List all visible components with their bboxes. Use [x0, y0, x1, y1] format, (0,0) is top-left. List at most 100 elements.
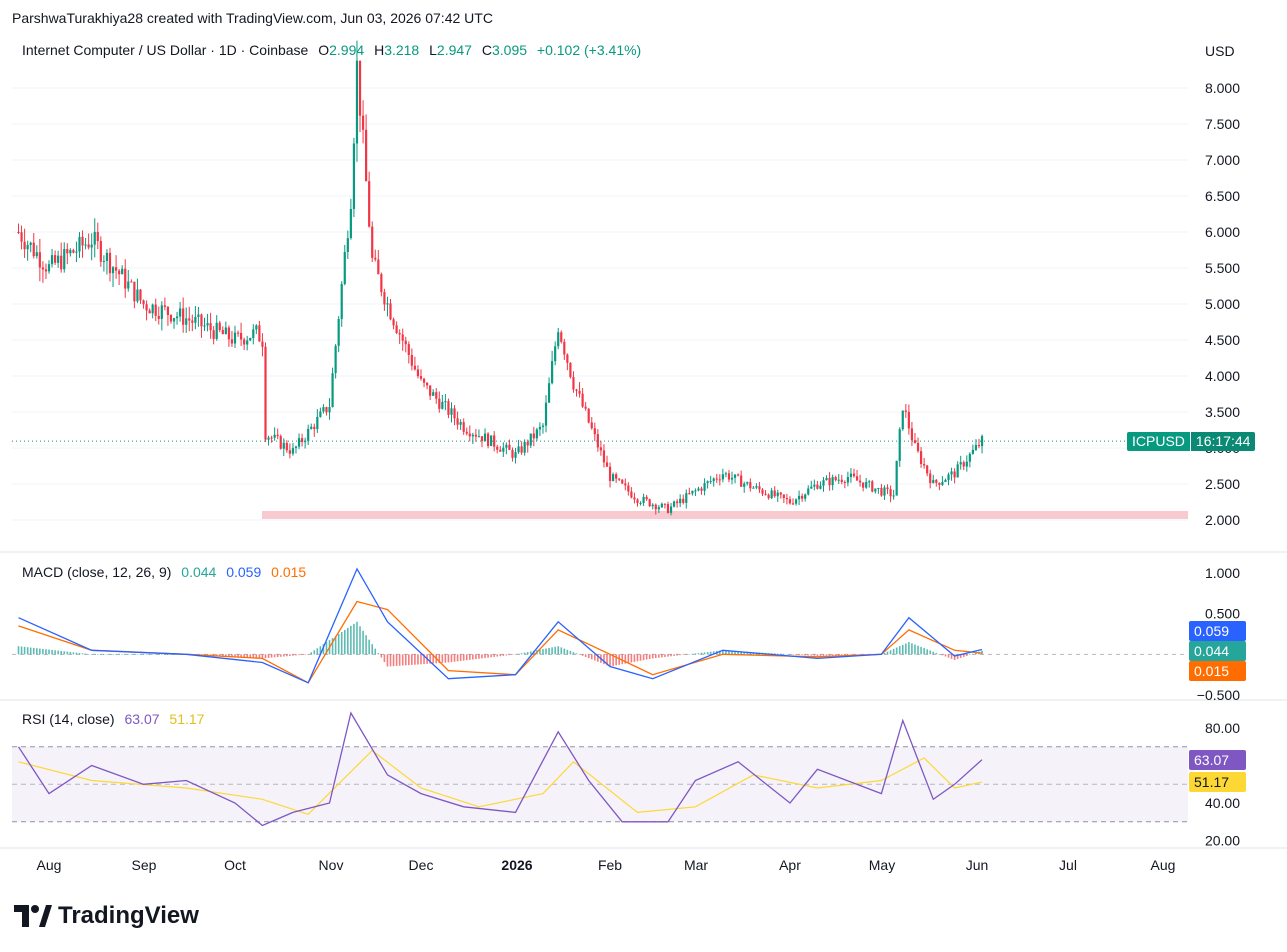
candle-body	[621, 479, 624, 484]
macd-histogram-bar	[462, 654, 465, 661]
time-tick-label: Aug	[1151, 857, 1176, 873]
macd-histogram-bar	[956, 654, 959, 659]
macd-histogram-bar	[597, 654, 599, 662]
candle-body	[118, 270, 121, 275]
candle-body	[532, 433, 535, 439]
candle-body	[255, 325, 258, 330]
macd-histogram-bar	[780, 653, 782, 655]
macd-histogram-bar	[459, 654, 462, 661]
macd-histogram-bar	[847, 654, 849, 656]
macd-histogram-bar	[697, 653, 700, 655]
candle-body	[578, 390, 581, 394]
candle-body	[57, 255, 60, 263]
candle-body	[151, 304, 154, 314]
price-tick-label: 8.000	[1205, 80, 1240, 96]
macd-histogram-bar	[432, 654, 434, 664]
high-value: 3.218	[384, 42, 420, 58]
candle-body	[252, 329, 255, 338]
macd-histogram-bar	[609, 654, 611, 667]
macd-histogram-bar	[472, 654, 474, 660]
candle-body	[41, 267, 45, 270]
candle-body	[672, 501, 676, 507]
candle-body	[291, 448, 295, 454]
time-tick-label: Nov	[319, 857, 344, 873]
candle-body	[310, 426, 313, 429]
macd-line-tag: 0.059	[1189, 621, 1246, 641]
rsi-value: 63.07	[124, 711, 160, 727]
candle-body	[416, 369, 420, 377]
candle-body	[471, 434, 474, 437]
macd-histogram-bar	[920, 646, 922, 655]
macd-histogram-bar	[898, 646, 901, 655]
candle-body	[188, 318, 191, 321]
macd-histogram-bar	[917, 645, 919, 655]
macd-histogram-bar	[164, 654, 166, 655]
candle-body	[361, 115, 365, 130]
candle-body	[858, 480, 862, 483]
candle-body	[529, 433, 532, 446]
macd-histogram-bar	[828, 654, 831, 656]
candle-body	[575, 389, 578, 391]
candle-body	[980, 436, 984, 447]
rsi-band	[12, 746, 1188, 823]
macd-histogram-bar	[929, 650, 932, 655]
candle-body	[624, 483, 627, 486]
price-tick-label: 2.000	[1205, 512, 1240, 528]
candle-body	[142, 300, 145, 305]
candle-body	[316, 416, 319, 430]
candle-body	[551, 361, 554, 384]
macd-histogram-bar	[109, 654, 111, 655]
candle-body	[819, 485, 822, 489]
rsi-label: RSI (14, close)	[22, 711, 115, 727]
tradingview-logo[interactable]: TradingView	[14, 902, 199, 930]
candle-body	[916, 442, 920, 452]
candle-body	[493, 435, 496, 447]
macd-histogram-bar	[569, 650, 572, 655]
macd-signal-tag: 0.015	[1189, 661, 1246, 681]
candle-body	[337, 319, 340, 346]
macd-histogram-bar	[499, 654, 502, 657]
macd-histogram-bar	[688, 654, 691, 655]
macd-histogram-bar	[374, 648, 377, 655]
candle-body	[386, 303, 389, 305]
macd-histogram-bar	[737, 651, 739, 655]
candle-body	[273, 434, 276, 438]
macd-histogram-bar	[719, 650, 721, 655]
macd-histogram-bar	[69, 651, 72, 655]
macd-histogram-bar	[261, 654, 264, 659]
macd-histogram-bar	[48, 649, 50, 655]
macd-histogram-bar	[136, 654, 139, 655]
macd-histogram-bar	[539, 649, 541, 655]
candle-body	[651, 504, 654, 507]
price-grid	[12, 87, 1188, 521]
candle-body	[611, 474, 615, 482]
candle-body	[130, 281, 133, 283]
macd-histogram-bar	[478, 654, 480, 659]
candle-body	[267, 437, 270, 440]
macd-histogram-bar	[115, 654, 117, 655]
symbol-tag: ICPUSD	[1127, 432, 1190, 451]
candle-body	[941, 482, 944, 485]
macd-histogram-bar	[798, 654, 800, 655]
candle-body	[642, 496, 645, 503]
macd-histogram-bar	[127, 654, 130, 655]
macd-histogram-bar	[310, 652, 313, 655]
macd-histogram-bar	[148, 654, 151, 655]
macd-histogram-bar	[810, 654, 813, 656]
macd-histogram-bar	[834, 654, 837, 656]
price-axis-ticks: 8.000 7.500 7.000 6.500 6.000 5.500 5.000 4.500…	[1205, 80, 1240, 528]
macd-histogram-bar	[23, 646, 26, 655]
candle-body	[648, 499, 651, 507]
macd-histogram-bar	[563, 648, 566, 655]
macd-histogram-bar	[523, 652, 526, 655]
candle-body	[410, 355, 413, 366]
time-tick-label: Feb	[598, 857, 622, 873]
candle-body	[593, 428, 596, 435]
candle-body	[758, 486, 761, 490]
macd-histogram-bar	[606, 654, 608, 666]
candle-body	[133, 281, 136, 302]
candle-body	[108, 252, 112, 274]
macd-histogram-bar	[691, 653, 694, 655]
macd-histogram-bar	[371, 644, 374, 655]
candle-body	[32, 242, 35, 257]
